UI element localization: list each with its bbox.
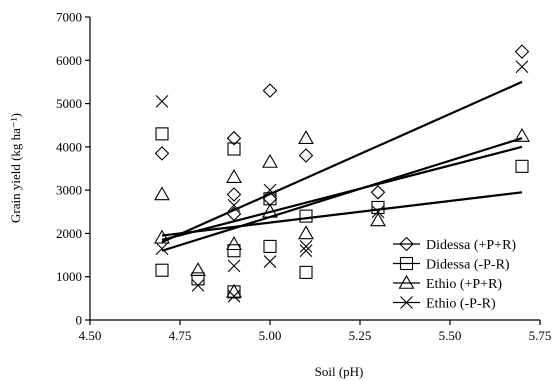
y-tick-label: 4000 [56, 139, 82, 154]
data-point-cross [155, 95, 169, 108]
y-tick-label: 1000 [56, 269, 82, 284]
y-axis-title: Grain yield (kg ha⁻¹) [8, 113, 23, 223]
y-tick-label: 6000 [56, 53, 82, 68]
data-point-square [515, 159, 529, 173]
trend-line-diamond [161, 80, 523, 244]
y-tick-label: 0 [76, 313, 83, 328]
data-point-triangle [262, 203, 278, 218]
data-point-square [227, 142, 241, 156]
data-point-triangle [154, 186, 170, 201]
data-point-square [155, 263, 169, 277]
legend-marker-square [399, 256, 414, 271]
x-axis-title: Soil (pH) [315, 364, 364, 379]
legend-marker-cross [400, 296, 413, 309]
data-point-cross [299, 244, 313, 258]
trend-lines [161, 80, 523, 252]
legend-item: Didessa (+P+R) [393, 236, 516, 253]
data-point-diamond [370, 185, 386, 200]
axes [85, 16, 541, 325]
trend-line-cross [161, 137, 523, 252]
data-point-diamond [226, 187, 242, 202]
legend-item: Ethio (-P-R) [393, 296, 496, 312]
data-point-triangle [262, 153, 278, 168]
legend-label: Ethio (-P-R) [426, 297, 496, 312]
data-point-triangle [226, 283, 242, 298]
data-point-diamond [226, 206, 242, 222]
x-tick-label: 5.75 [529, 328, 552, 343]
data-point-cross [263, 255, 277, 268]
x-tick-label: 4.50 [79, 328, 102, 343]
data-point-square [299, 209, 313, 223]
y-tick-label: 2000 [56, 226, 82, 241]
data-point-cross [299, 240, 313, 253]
data-point-triangle [226, 169, 242, 183]
x-tick-label: 5.50 [439, 328, 462, 343]
y-tick-label: 5000 [56, 96, 82, 111]
data-point-square [263, 239, 277, 253]
data-point-cross [227, 198, 241, 212]
data-point-diamond [298, 148, 314, 163]
data-point-triangle [298, 225, 314, 240]
data-point-cross [371, 205, 385, 219]
legend-label: Ethio (+P+R) [426, 277, 502, 292]
data-point-triangle [370, 212, 386, 227]
data-point-triangle [514, 127, 530, 142]
data-point-diamond [154, 146, 170, 161]
data-point-triangle [154, 229, 170, 244]
data-point-cross [227, 289, 241, 303]
data-point-triangle [298, 130, 314, 144]
legend-item: Ethio (+P+R) [393, 274, 502, 292]
trend-line-triangle [161, 191, 523, 237]
data-point-square [155, 127, 169, 141]
data-point-square [299, 265, 313, 279]
data-point-square [227, 244, 241, 258]
x-tick-label: 5.00 [259, 328, 282, 343]
data-point-cross [155, 242, 169, 255]
y-tick-label: 7000 [56, 10, 82, 25]
data-point-diamond [514, 44, 530, 59]
data-point-cross [191, 278, 205, 292]
data-point-cross [227, 259, 241, 273]
legend-item: Didessa (-P-R) [393, 256, 510, 273]
legend: Didessa (+P+R) Didessa (-P-R) Ethio (+P+R)… [393, 236, 516, 312]
y-tick-label: 3000 [56, 183, 82, 198]
legend-marker-triangle [398, 274, 415, 289]
data-point-diamond [262, 83, 278, 98]
legend-label: Didessa (+P+R) [426, 238, 516, 253]
data-point-cross [263, 183, 277, 197]
tick-labels: 0 1000 2000 3000 4000 5000 6000 7000 4.50 4.75 5.0… [56, 10, 551, 344]
data-points [154, 44, 530, 303]
legend-marker-diamond [399, 236, 414, 252]
legend-label: Didessa (-P-R) [426, 258, 510, 273]
x-tick-label: 4.75 [169, 328, 192, 343]
x-tick-label: 5.25 [349, 328, 372, 343]
data-point-square [191, 272, 205, 286]
data-point-triangle [190, 262, 206, 277]
data-point-diamond [226, 130, 242, 146]
data-point-cross [515, 60, 529, 74]
data-point-triangle [226, 236, 242, 251]
